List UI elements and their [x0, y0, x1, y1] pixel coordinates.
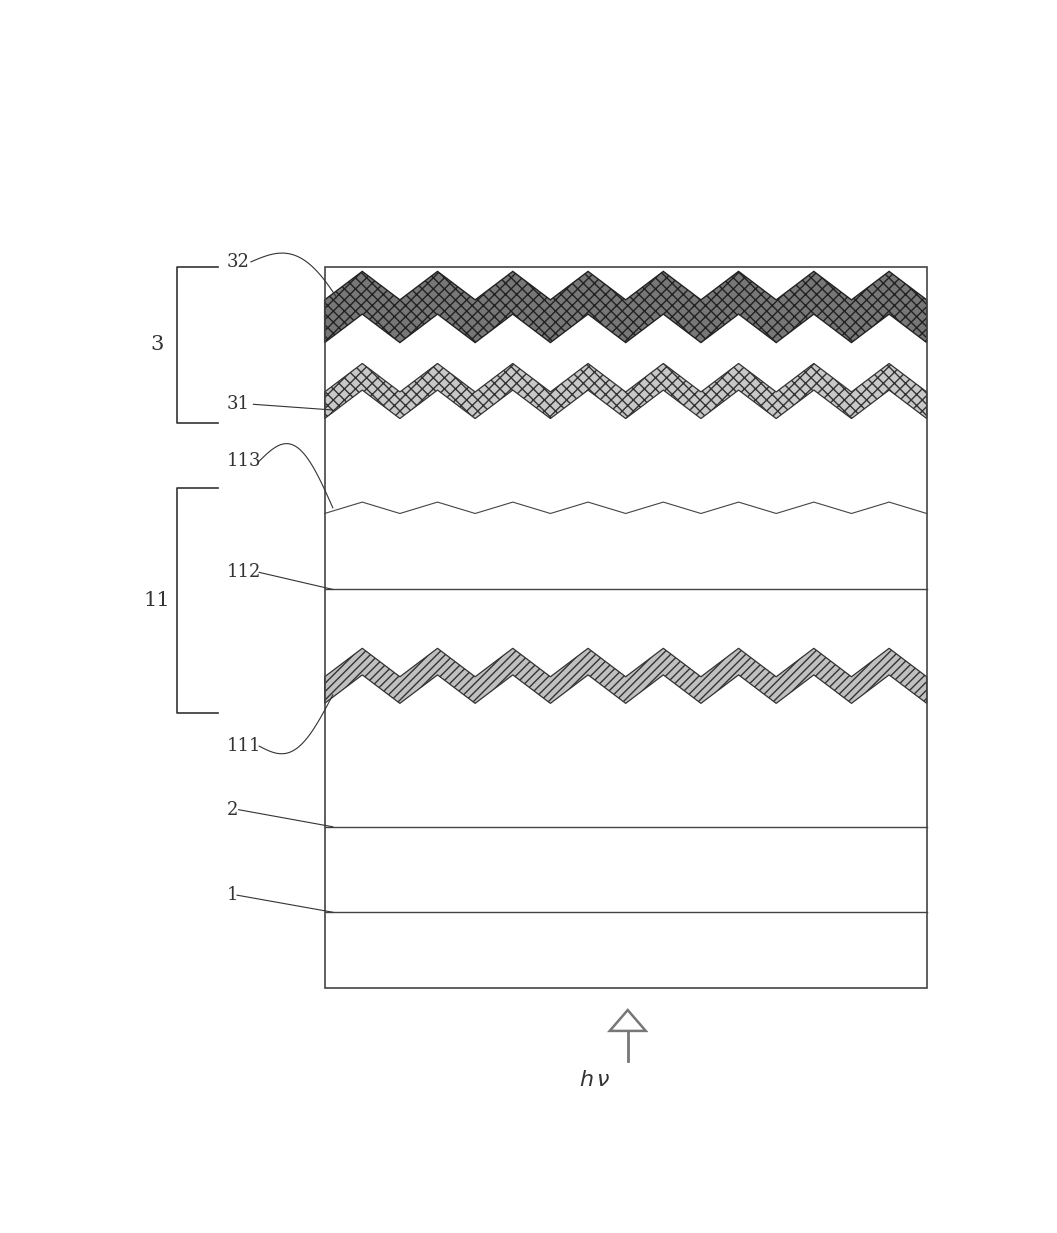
Text: 111: 111: [226, 737, 261, 755]
Polygon shape: [324, 271, 927, 343]
Text: 2: 2: [226, 800, 238, 819]
Polygon shape: [610, 1010, 646, 1031]
Text: 3: 3: [150, 335, 164, 354]
Text: 113: 113: [226, 453, 261, 470]
Text: 32: 32: [226, 253, 249, 271]
Text: $h\,\nu$: $h\,\nu$: [579, 1069, 611, 1091]
Text: 31: 31: [226, 396, 249, 413]
Text: 1: 1: [226, 887, 238, 904]
Bar: [324, 266, 927, 988]
Text: 11: 11: [144, 591, 170, 610]
Polygon shape: [324, 649, 927, 703]
Text: 112: 112: [226, 563, 261, 581]
Polygon shape: [324, 364, 927, 418]
